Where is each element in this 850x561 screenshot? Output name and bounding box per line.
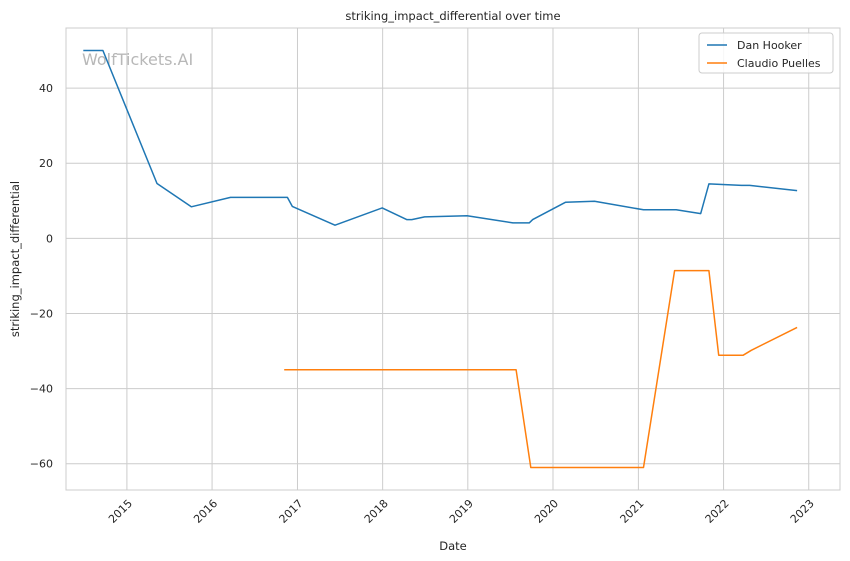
- legend-box: [698, 32, 834, 74]
- x-tick-label: 2015: [106, 497, 135, 526]
- x-tick-label: 2017: [277, 497, 306, 526]
- y-tick-label: −60: [30, 458, 53, 471]
- y-axis-label: striking_impact_differential: [8, 181, 22, 337]
- x-tick-label: 2021: [618, 497, 647, 526]
- legend-label-dan-hooker: Dan Hooker: [737, 39, 802, 52]
- chart-title: striking_impact_differential over time: [345, 9, 560, 23]
- x-gridlines: [126, 28, 810, 490]
- plot-area-border: [65, 27, 841, 491]
- y-tick-label: 0: [46, 232, 53, 245]
- y-gridlines: [66, 87, 840, 465]
- series-line-claudio-puelles: [284, 269, 798, 469]
- y-tick-label: −40: [30, 383, 53, 396]
- series-layer: [83, 49, 798, 469]
- watermark-text: WolfTickets.AI: [82, 50, 193, 69]
- x-tick-label: 2020: [532, 497, 561, 526]
- y-tick-label: 40: [39, 82, 53, 95]
- x-tick-label: 2016: [191, 497, 220, 526]
- y-tick-labels: 40 20 0 −20 −40 −60: [30, 82, 53, 471]
- x-tick-label: 2019: [447, 497, 476, 526]
- y-tick-label: −20: [30, 307, 53, 320]
- x-tick-labels: 2015 2016 2017 2018 2019 2020 2021 2022 2023: [106, 497, 817, 526]
- legend: Dan Hooker Claudio Puelles: [698, 32, 834, 74]
- x-tick-label: 2018: [362, 497, 391, 526]
- legend-label-claudio-puelles: Claudio Puelles: [737, 57, 821, 70]
- y-tick-label: 20: [39, 157, 53, 170]
- x-tick-label: 2023: [788, 497, 817, 526]
- x-axis-label: Date: [439, 539, 467, 553]
- series-line-dan-hooker: [83, 49, 798, 226]
- x-tick-label: 2022: [703, 497, 732, 526]
